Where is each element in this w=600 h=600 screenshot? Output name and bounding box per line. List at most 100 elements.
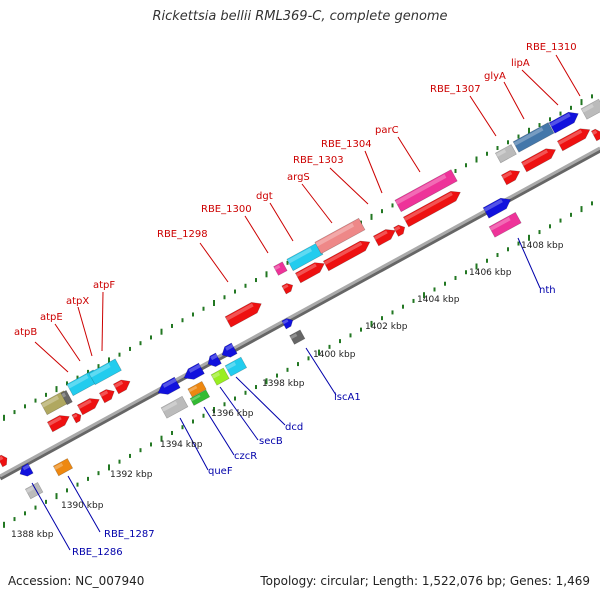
gene-feature xyxy=(394,169,458,213)
gene-feature-shape xyxy=(286,242,324,272)
scale-tick xyxy=(34,398,37,403)
scale-tick xyxy=(465,270,467,275)
gene-feature-highlight xyxy=(61,392,67,398)
scale-tick xyxy=(108,464,110,471)
gene-label-atpE: atpE xyxy=(40,312,63,323)
gene-feature-highlight xyxy=(72,413,78,419)
gene-feature xyxy=(402,190,461,228)
scale-tick xyxy=(181,425,184,430)
gene-feature-shape xyxy=(494,144,517,164)
scale-tick xyxy=(528,234,530,241)
scale-label: 1398 kbp xyxy=(262,379,305,389)
scale-tick xyxy=(339,339,341,344)
scale-tick xyxy=(202,413,205,418)
scale-tick xyxy=(580,206,583,213)
gene-feature xyxy=(24,482,44,500)
gene-feature-highlight xyxy=(295,263,317,277)
label-leader-line xyxy=(329,167,369,205)
gene-feature xyxy=(286,242,324,272)
gene-feature-highlight xyxy=(225,361,237,370)
gene-feature xyxy=(52,458,74,477)
scale-label: 1404 kbp xyxy=(417,295,460,305)
gene-feature-highlight xyxy=(99,390,109,397)
scale-tick xyxy=(129,453,131,458)
gene-labels-top: atpB atpE atpX atpF RBE_1298 RBE_1300 dg… xyxy=(14,42,577,338)
gene-label-atpX: atpX xyxy=(66,296,89,307)
scale-label: 1394 kbp xyxy=(160,440,203,450)
scale-tick xyxy=(465,163,467,168)
label-leader-line xyxy=(397,136,421,173)
scale-tick xyxy=(244,283,247,288)
gene-feature-shape xyxy=(393,224,406,237)
scale-tick xyxy=(213,407,215,414)
gene-label-RBE_1303: RBE_1303 xyxy=(293,155,344,166)
scale-tick xyxy=(139,448,142,453)
scale-tick xyxy=(454,275,457,280)
gene-feature-highlight xyxy=(282,284,289,290)
gene-label-RBE_1298: RBE_1298 xyxy=(157,229,208,240)
gene-label-RBE_1286: RBE_1286 xyxy=(72,547,123,558)
label-leader-line xyxy=(179,417,209,471)
gene-feature xyxy=(281,283,294,295)
label-leader-line xyxy=(269,202,294,242)
gene-feature-highlight xyxy=(521,149,548,166)
gene-feature-highlight xyxy=(581,103,594,113)
scale-tick xyxy=(192,419,194,424)
gene-feature xyxy=(71,412,82,424)
gene-feature xyxy=(488,211,522,238)
scale-tick xyxy=(286,260,289,265)
gene-label-atpB: atpB xyxy=(14,327,37,338)
scale-tick xyxy=(496,146,499,151)
scale-tick xyxy=(486,151,488,156)
gene-feature-highlight xyxy=(290,333,298,340)
scale-tick xyxy=(370,213,373,220)
gene-feature-highlight xyxy=(67,374,89,389)
scale-tick xyxy=(265,271,268,278)
scale-label: 1406 kbp xyxy=(469,268,512,278)
label-leader-line xyxy=(219,386,259,441)
scale-tick xyxy=(118,352,121,357)
scale-tick xyxy=(538,230,541,235)
scale-tick xyxy=(570,105,572,110)
scale-tick xyxy=(549,117,551,122)
scale-tick xyxy=(276,373,278,378)
gene-feature xyxy=(19,463,34,477)
gene-feature-highlight xyxy=(89,363,111,378)
gene-feature-highlight xyxy=(41,395,60,408)
scale-labels: 1388 kbp 1390 kbp 1392 kbp 1394 kbp 1396… xyxy=(11,241,564,540)
gene-label-RBE_1300: RBE_1300 xyxy=(201,204,252,215)
gene-feature-shape xyxy=(221,342,238,358)
gene-feature-shape xyxy=(207,352,222,368)
gene-feature-highlight xyxy=(0,455,4,461)
scale-tick xyxy=(307,356,310,361)
scale-tick xyxy=(76,375,79,380)
scale-tick xyxy=(496,253,499,258)
scale-tick xyxy=(381,209,383,214)
scale-tick xyxy=(591,94,593,99)
gene-feature-highlight xyxy=(591,129,598,135)
gene-feature-shape xyxy=(314,217,366,255)
scale-tick xyxy=(139,341,142,346)
gene-feature xyxy=(512,122,555,153)
gene-feature-highlight xyxy=(489,217,511,231)
scale-tick xyxy=(570,212,572,217)
gene-label-RBE_1287: RBE_1287 xyxy=(104,529,155,540)
scale-tick xyxy=(118,459,121,464)
label-leader-line xyxy=(203,406,235,456)
gene-feature-shape xyxy=(548,111,579,134)
gene-feature xyxy=(207,352,222,368)
gene-feature-shape xyxy=(76,398,100,416)
gene-feature-highlight xyxy=(225,343,234,351)
scale-tick xyxy=(528,127,530,134)
gene-label-dcd: dcd xyxy=(285,422,303,433)
scale-tick xyxy=(538,123,541,128)
scale-tick xyxy=(223,295,226,300)
gene-label-nth: nth xyxy=(539,285,556,296)
scale-tick xyxy=(255,385,257,390)
gene-feature-highlight xyxy=(513,127,544,146)
scale-tick xyxy=(66,381,68,386)
gene-feature-highlight xyxy=(373,230,388,240)
gene-feature-highlight xyxy=(483,199,503,212)
scale-tick xyxy=(223,402,226,407)
gene-feature-highlight xyxy=(315,223,355,247)
